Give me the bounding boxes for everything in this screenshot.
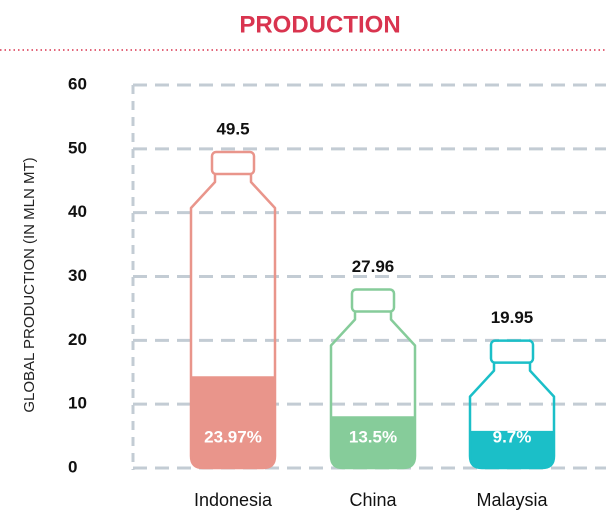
share-label: 13.5% <box>349 427 397 446</box>
bottle-cap <box>350 288 396 313</box>
chart-title: PRODUCTION <box>239 11 400 38</box>
bottle-fill <box>191 376 275 468</box>
bottle <box>189 174 277 470</box>
y-tick-label: 60 <box>68 74 87 93</box>
y-axis-label: GLOBAL PRODUCTION (IN MLN MT) <box>21 157 38 412</box>
bottle <box>329 311 417 470</box>
share-label: 9.7% <box>493 427 532 446</box>
bottle-cap <box>489 339 535 364</box>
value-label: 19.95 <box>491 308 534 327</box>
y-tick-label: 30 <box>68 266 87 285</box>
y-tick-label: 50 <box>68 138 87 157</box>
value-label: 27.96 <box>352 257 395 276</box>
share-label: 23.97% <box>204 427 262 446</box>
y-tick-label: 0 <box>68 457 77 476</box>
y-tick-label: 40 <box>68 202 87 221</box>
x-tick-label: Malaysia <box>476 490 548 510</box>
bottle-fill <box>470 430 554 468</box>
bottle <box>468 362 556 470</box>
y-tick-label: 20 <box>68 330 87 349</box>
value-label: 49.5 <box>216 120 249 139</box>
bottle-cap <box>210 150 256 176</box>
x-tick-label: Indonesia <box>194 490 273 510</box>
x-tick-label: China <box>349 490 397 510</box>
bottle-fill <box>331 416 415 468</box>
y-tick-label: 10 <box>68 394 87 413</box>
